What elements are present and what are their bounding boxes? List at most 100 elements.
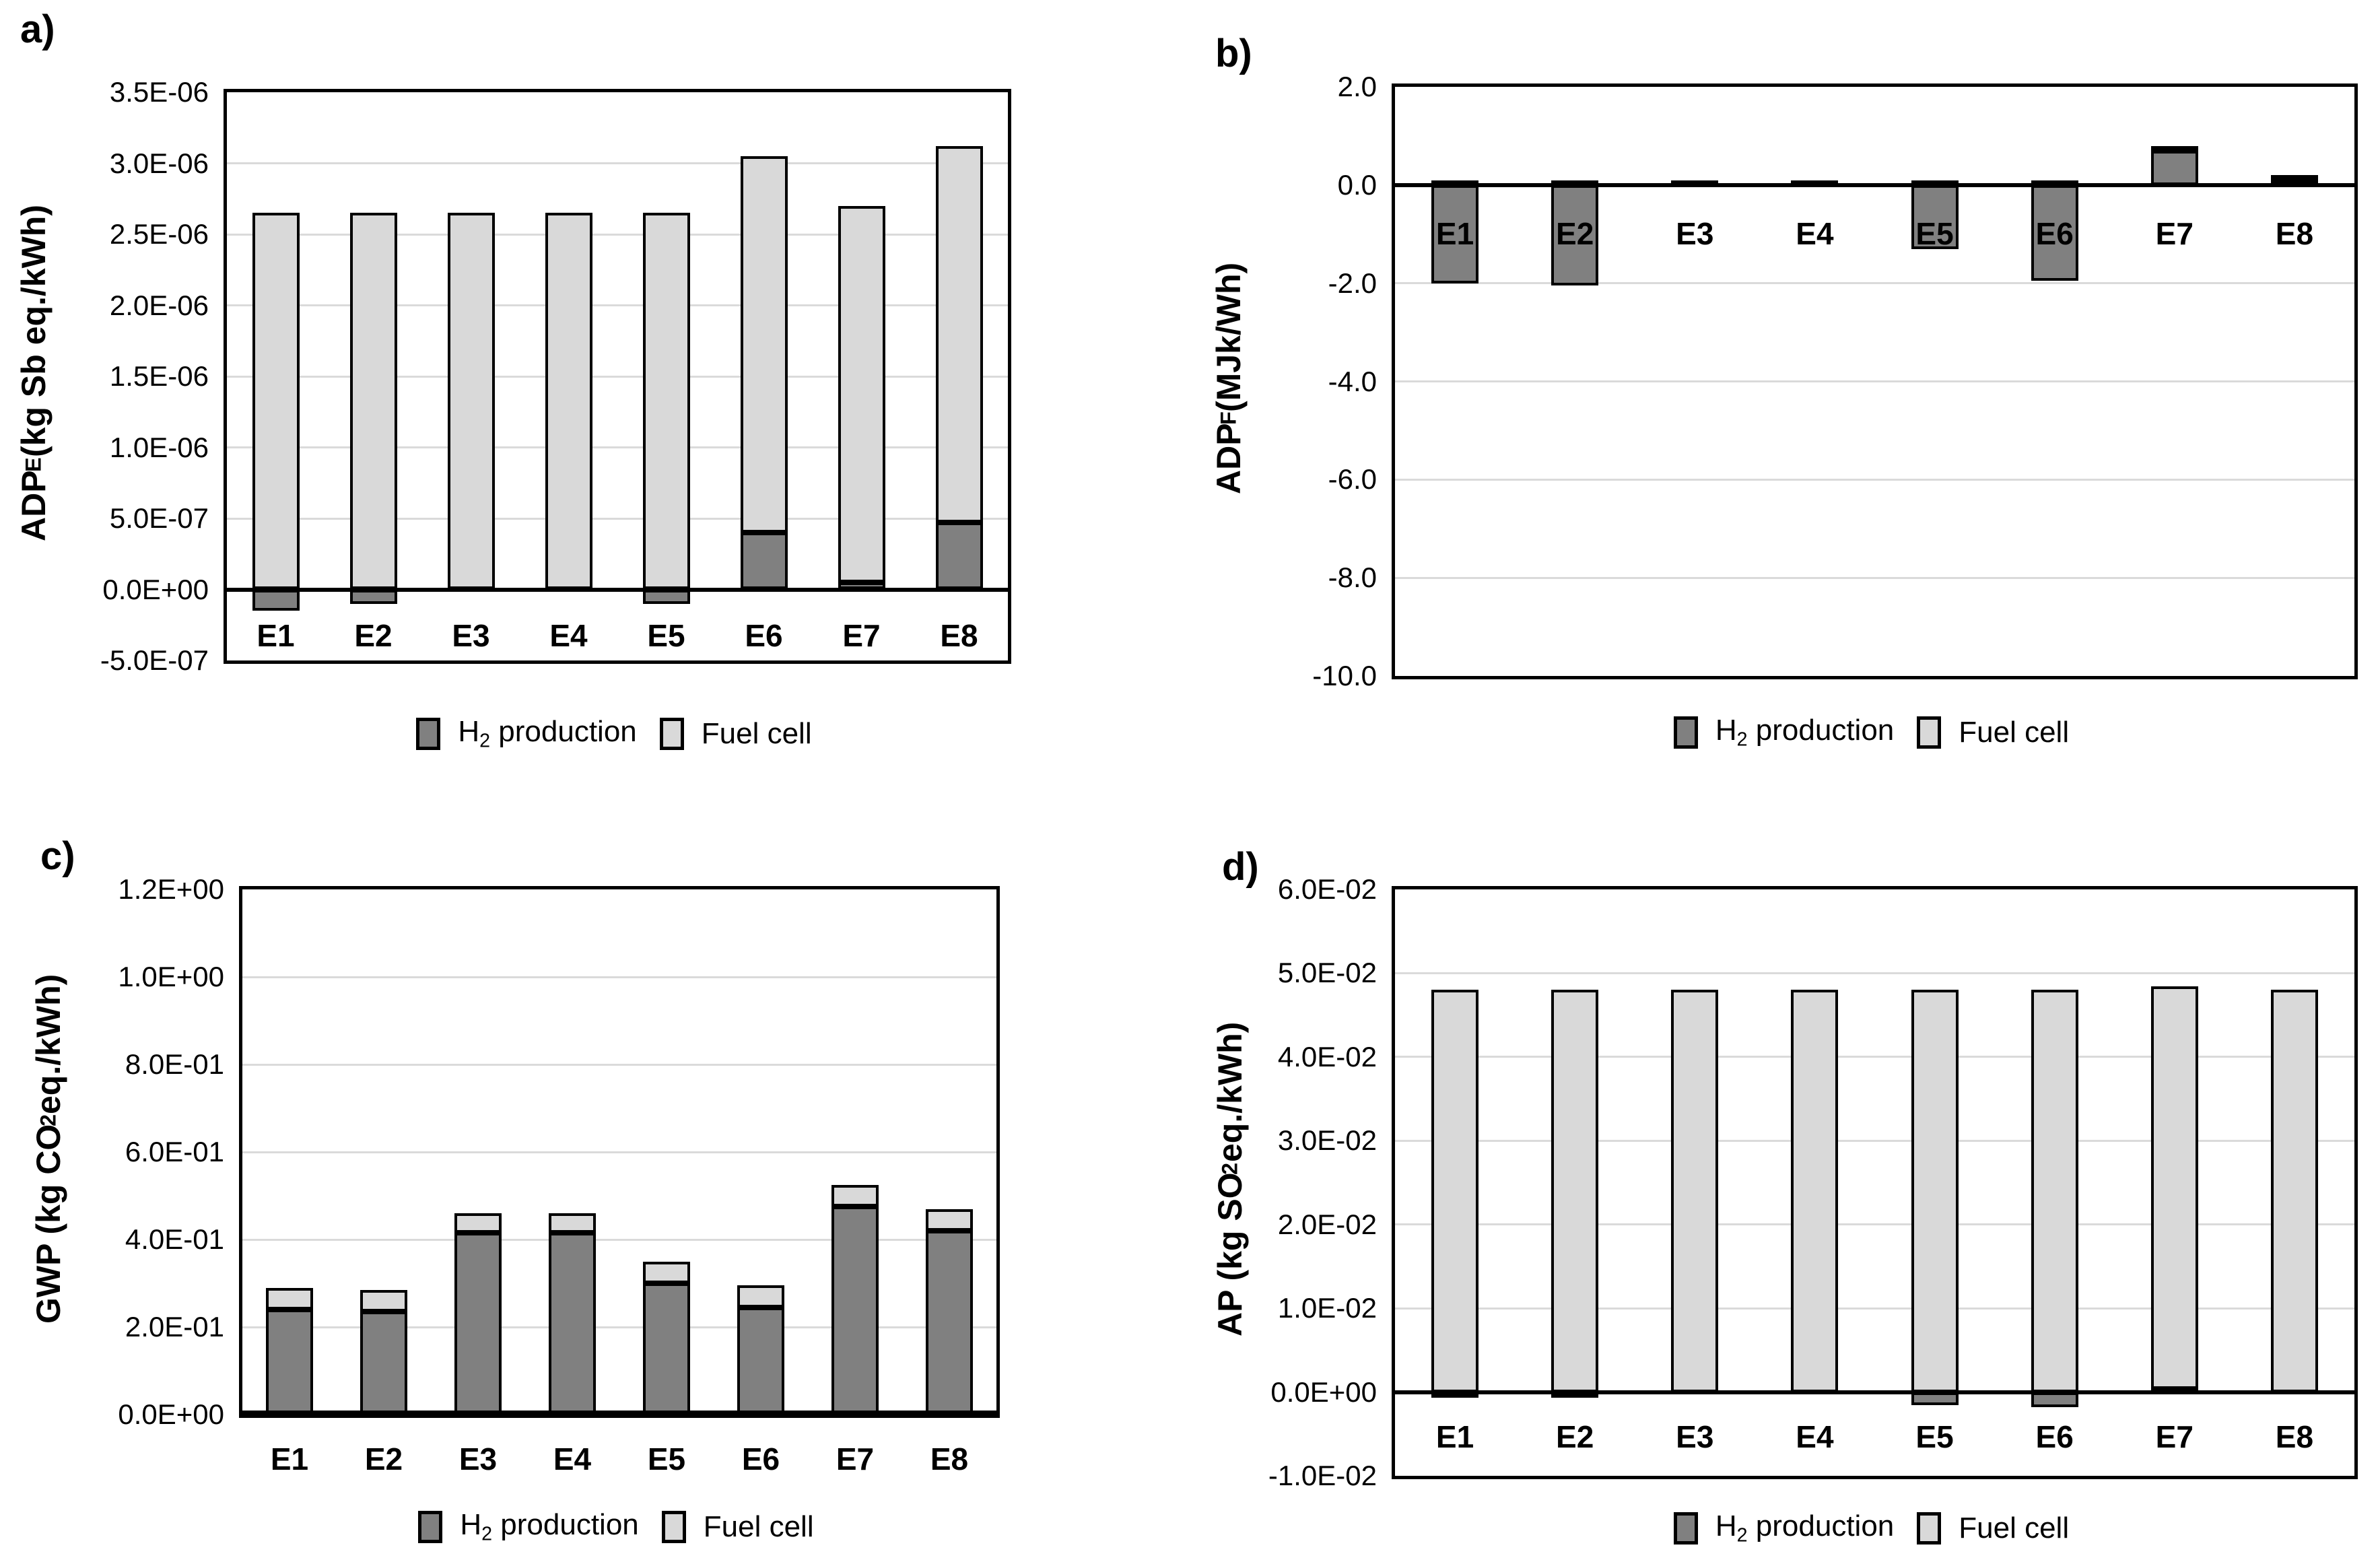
- legend-item-h2: H2 production: [418, 1508, 639, 1546]
- y-tick-label: 6.0E-02: [1277, 873, 1377, 905]
- gridline: [242, 976, 996, 978]
- plot-area-adpf: 2.0 0.0 -2.0 -4.0 -6.0 -8.0 -10.0 E1 E2 E3 E4 E5 E6 E…: [1312, 71, 2358, 691]
- bar-segment-h2-E1: [1431, 184, 1479, 283]
- y-tick-label: -10.0: [1312, 660, 1377, 691]
- x-category-label-E6: E6: [741, 1441, 780, 1476]
- legend-item-h2: H2 production: [416, 715, 637, 753]
- gridline: [1395, 972, 2354, 974]
- legend-label-h2: H2 production: [1715, 714, 1895, 751]
- plot-area-gwp: 1.2E+00 1.0E+00 8.0E-01 6.0E-01 4.0E-01 2.0E-…: [118, 873, 1000, 1476]
- y-tick-label: 3.5E-06: [109, 76, 209, 108]
- y-tick-label: 1.0E+00: [118, 961, 224, 992]
- x-category-label-E6: E6: [745, 617, 783, 653]
- y-tick-label: 3.0E-06: [109, 147, 209, 179]
- panel-ap: d) AP (kg SO 2 eq./kWh) 6.0E-02 5.0E-02 4.0…: [1190, 781, 2380, 1562]
- x-category-label-E5: E5: [1915, 215, 1954, 251]
- bar-segment-fuel_cell-E7: [2150, 145, 2198, 151]
- bar-segment-h2-E4: [549, 1233, 596, 1415]
- y-tick-label: 4.0E-01: [125, 1223, 224, 1255]
- y-tick-label: 3.0E-02: [1277, 1124, 1377, 1157]
- x-category-label-E3: E3: [1676, 1419, 1714, 1454]
- gridline: [1395, 1307, 2354, 1310]
- y-tick-label: 1.5E-06: [109, 360, 209, 392]
- y-tick-label: 0.0E+00: [102, 573, 209, 605]
- y-tick-label: 2.0E-02: [1277, 1208, 1377, 1240]
- x-category-label-E5: E5: [647, 617, 685, 653]
- bar-segment-h2-E6: [2031, 184, 2078, 281]
- plot-area-adpe: 3.5E-06 3.0E-06 2.5E-06 2.0E-06 1.5E-06 1.0E-…: [100, 76, 1011, 676]
- panel-letter-d: d): [1222, 845, 1259, 889]
- x-category-label-E1: E1: [1435, 1419, 1474, 1454]
- y-tick-label: 1.0E-02: [1277, 1292, 1377, 1324]
- bar-segment-h2-E7: [831, 1207, 879, 1415]
- legend-swatch-fuel_cell: [659, 717, 684, 750]
- gridline: [1395, 1139, 2354, 1142]
- x-category-label-E8: E8: [930, 1441, 969, 1476]
- legend-label-fuel_cell: Fuel cell: [701, 716, 812, 750]
- x-category-label-E2: E2: [1556, 215, 1594, 251]
- gridline: [227, 446, 1008, 448]
- x-category-label-E7: E7: [842, 617, 881, 653]
- bar-segment-h2-E6: [2031, 1392, 2078, 1407]
- legend-swatch-h2: [418, 1510, 443, 1543]
- y-tick-label: 6.0E-01: [125, 1136, 224, 1167]
- panel-gwp: c) GWP (kg CO 2 eq./kWh) 1.2E+00 1.0E+00 8.…: [0, 781, 1190, 1562]
- x-category-label-E5: E5: [1915, 1419, 1954, 1454]
- bar-segment-fuel_cell-E1: [252, 213, 300, 590]
- gridline: [242, 1063, 996, 1066]
- bar-segment-fuel_cell-E8: [2270, 175, 2318, 181]
- x-category-label-E7: E7: [2155, 215, 2194, 251]
- bar-segment-fuel_cell-E1: [1431, 990, 1479, 1392]
- gridline: [1395, 1056, 2354, 1058]
- gridline: [227, 162, 1008, 164]
- gridline: [1395, 1223, 2354, 1226]
- y-tick-label: 5.0E-02: [1277, 957, 1377, 989]
- gridline: [242, 1326, 996, 1328]
- panel-letter-b: b): [1215, 32, 1252, 75]
- legend-label-fuel_cell: Fuel cell: [703, 1509, 814, 1543]
- y-tick-label: 2.0: [1337, 71, 1377, 102]
- x-category-label-E3: E3: [458, 1441, 498, 1476]
- bar-segment-fuel_cell-E7: [831, 1184, 879, 1207]
- panel-letter-a: a): [20, 7, 55, 51]
- y-tick-label: 0.0E+00: [118, 1398, 224, 1430]
- y-tick-label: 0.0E+00: [1270, 1376, 1377, 1408]
- bar-segment-fuel_cell-E5: [643, 1261, 690, 1283]
- x-category-label-E7: E7: [2155, 1419, 2194, 1454]
- bar-segment-fuel_cell-E2: [1551, 990, 1599, 1392]
- x-category-label-E2: E2: [1556, 1419, 1594, 1454]
- gridline: [1395, 380, 2354, 382]
- legend-item-h2: H2 production: [1673, 1509, 1895, 1547]
- gridline: [1395, 576, 2354, 579]
- gridline: [1395, 478, 2354, 481]
- y-tick-label: 0.0: [1337, 168, 1377, 201]
- x-category-label-E3: E3: [1676, 215, 1714, 251]
- legend-item-fuel_cell: Fuel cell: [1917, 1512, 2069, 1545]
- bar-segment-fuel_cell-E3: [447, 213, 495, 590]
- gridline: [242, 1238, 996, 1241]
- bar-segment-h2-E5: [643, 1283, 690, 1415]
- bar-segment-fuel_cell-E3: [454, 1213, 502, 1233]
- bar-segment-h2-E1: [266, 1310, 313, 1415]
- bar-segment-h2-E6: [737, 1307, 784, 1415]
- legend-swatch-h2: [1673, 716, 1698, 749]
- legend-label-h2: H2 production: [458, 715, 637, 752]
- x-category-label-E1: E1: [270, 1441, 309, 1476]
- x-category-label-E4: E4: [549, 617, 588, 653]
- legend-ap: H2 production Fuel cell: [1392, 1509, 2351, 1547]
- legend-label-h2: H2 production: [1715, 1509, 1895, 1547]
- bar-segment-fuel_cell-E5: [1911, 990, 1959, 1392]
- gridline: [242, 1151, 996, 1153]
- y-tick-label: 2.0E-01: [125, 1311, 224, 1343]
- bar-segment-fuel_cell-E6: [737, 1285, 784, 1308]
- legend-item-fuel_cell: Fuel cell: [659, 716, 812, 751]
- bar-segment-h2-E5: [642, 589, 690, 604]
- legend-item-fuel_cell: Fuel cell: [661, 1509, 814, 1544]
- y-tick-label: -2.0: [1328, 267, 1377, 299]
- bar-segment-fuel_cell-E3: [1671, 990, 1719, 1392]
- legend-label-fuel_cell: Fuel cell: [1959, 715, 2070, 749]
- bar-segment-h2-E3: [454, 1233, 502, 1415]
- legend-swatch-fuel_cell: [1917, 716, 1942, 749]
- bar-segment-h2-E8: [935, 522, 983, 590]
- y-tick-label: 4.0E-02: [1277, 1040, 1377, 1073]
